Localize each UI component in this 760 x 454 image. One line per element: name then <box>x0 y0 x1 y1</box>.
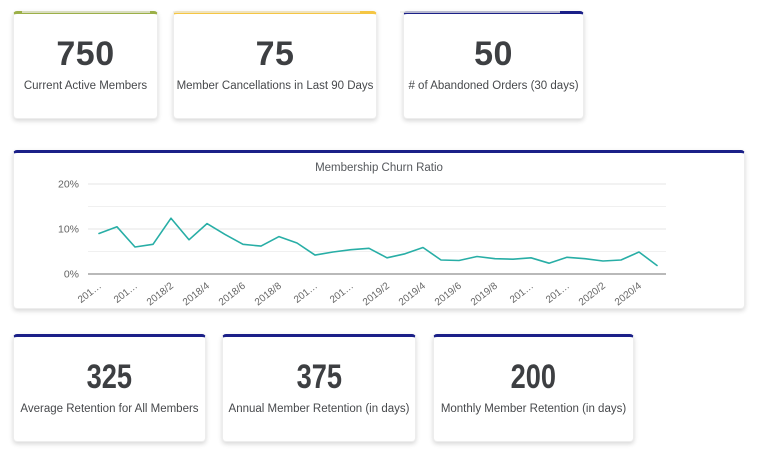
cutoff-row-above-middle <box>173 11 360 13</box>
kpi-value: 375 <box>296 358 342 396</box>
x-tick-label: 201… <box>508 281 536 306</box>
kpi-card-annual-retention: 375 Annual Member Retention (in days) <box>222 334 416 442</box>
x-tick-label: 201… <box>76 281 104 306</box>
x-tick-label: 2018/4 <box>181 280 212 308</box>
kpi-label: Current Active Members <box>23 80 148 92</box>
x-tick-label: 201… <box>544 281 572 306</box>
x-tick-label: 2019/4 <box>397 280 428 308</box>
kpi-value: 200 <box>510 358 557 396</box>
kpi-label: Member Cancellations in Last 90 Days <box>176 80 374 92</box>
chart-title: Membership Churn Ratio <box>315 162 443 174</box>
kpi-label: Annual Member Retention (in days) <box>228 403 410 415</box>
kpi-card-current-active-members: 750 Current Active Members <box>13 11 158 119</box>
kpi-row-top: 750 Current Active Members 75 Member Can… <box>0 11 760 119</box>
cutoff-row-above-left <box>22 11 150 13</box>
x-tick-label: 201… <box>328 281 356 306</box>
membership-churn-line-chart: 0%10%20%201… 201… 2018/2 2018/4 2018/6 2018/8… <box>58 179 666 308</box>
x-tick-label: 2018/6 <box>217 280 248 308</box>
membership-churn-ratio-card: Membership Churn Ratio 0% 10% 20% 201… 201… 2… <box>13 150 745 309</box>
x-tick-label: 2019/2 <box>361 280 392 308</box>
kpi-card-abandoned-orders: 50 # of Abandoned Orders (30 days) <box>403 11 584 119</box>
kpi-card-monthly-retention: 200 Monthly Member Retention (in days) <box>433 334 634 442</box>
kpi-value: 75 <box>255 35 295 73</box>
kpi-label: Average Retention for All Members <box>20 403 199 415</box>
cutoff-row-above-right <box>400 11 560 13</box>
x-tick-label: 201… <box>292 281 320 306</box>
kpi-card-member-cancellations: 75 Member Cancellations in Last 90 Days <box>173 11 377 119</box>
x-tick-label: 2020/2 <box>577 280 608 308</box>
y-tick-label: 0% <box>64 269 79 281</box>
kpi-card-average-retention: 325 Average Retention for All Members <box>13 334 206 442</box>
kpi-value: 325 <box>86 358 133 396</box>
kpi-value: 50 <box>474 35 513 73</box>
churn-ratio-line-series <box>98 217 658 267</box>
kpi-label: Monthly Member Retention (in days) <box>440 403 627 415</box>
y-tick-label: 10% <box>58 224 79 236</box>
x-tick-label: 2018/2 <box>145 280 176 308</box>
kpi-row-bottom: 325 Average Retention for All Members 37… <box>0 334 760 442</box>
x-tick-label: 2019/6 <box>433 280 464 308</box>
x-tick-label: 2020/4 <box>613 280 644 308</box>
y-tick-label: 20% <box>58 179 79 191</box>
kpi-label: # of Abandoned Orders (30 days) <box>408 80 579 92</box>
kpi-value: 750 <box>56 35 115 73</box>
x-tick-label: 2019/8 <box>469 280 500 308</box>
x-tick-label: 2018/8 <box>253 280 284 308</box>
x-tick-label: 201… <box>112 281 140 306</box>
